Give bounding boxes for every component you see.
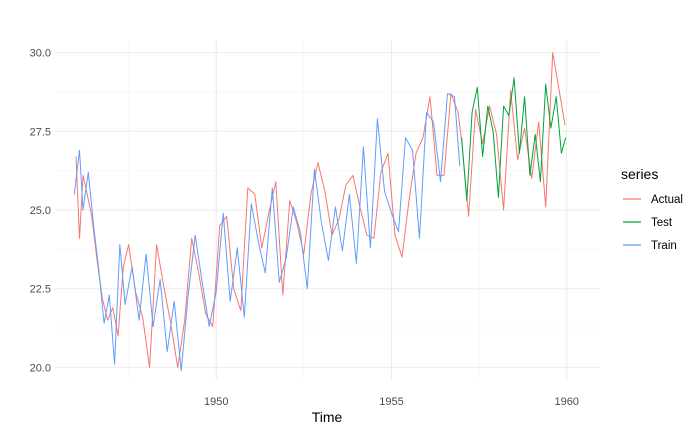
legend-label-train: Train (651, 240, 677, 252)
y-tick-labels: 20.0 22.5 25.0 27.5 30.0 (30, 48, 51, 375)
series-line-train (73, 93, 461, 372)
x-tick-label: 1960 (554, 396, 578, 408)
x-tick-label: 1955 (379, 396, 403, 408)
legend: series Actual Test Train (621, 166, 683, 252)
legend-label-test: Test (651, 217, 673, 229)
x-tick-labels: 1950 1955 1960 (204, 396, 579, 408)
x-tick-label: 1950 (204, 396, 228, 408)
legend-label-actual: Actual (651, 194, 683, 206)
y-tick-label: 22.5 (30, 284, 51, 296)
legend-title: series (621, 166, 658, 182)
x-axis-title: Time (312, 409, 343, 425)
grid-lines (55, 40, 600, 380)
y-tick-label: 25.0 (30, 205, 51, 217)
y-tick-label: 20.0 (30, 362, 51, 374)
series-line-test (461, 77, 567, 202)
y-tick-label: 27.5 (30, 126, 51, 138)
y-tick-label: 30.0 (30, 48, 51, 60)
series-lines (73, 52, 567, 372)
